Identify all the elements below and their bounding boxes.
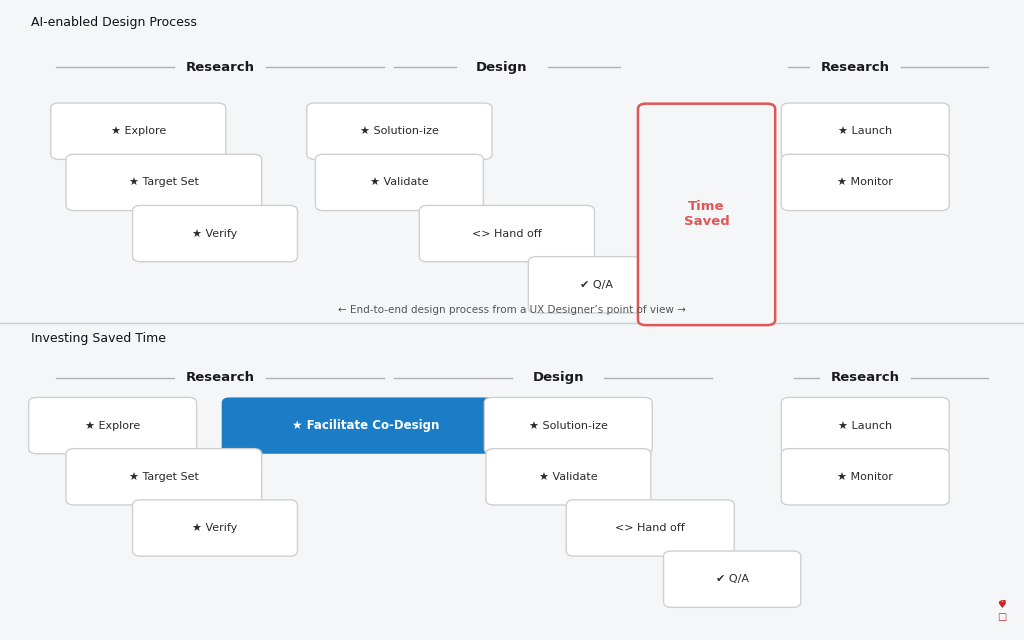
Text: ★ Launch: ★ Launch — [839, 126, 892, 136]
FancyBboxPatch shape — [307, 103, 492, 159]
FancyBboxPatch shape — [51, 103, 225, 159]
Text: ★ Target Set: ★ Target Set — [129, 472, 199, 482]
FancyBboxPatch shape — [29, 397, 197, 454]
FancyBboxPatch shape — [66, 154, 262, 211]
FancyBboxPatch shape — [638, 104, 775, 325]
Text: ← End-to-end design process from a UX Designer’s point of view →: ← End-to-end design process from a UX De… — [338, 305, 686, 316]
FancyBboxPatch shape — [66, 449, 262, 505]
Text: Research: Research — [185, 371, 255, 384]
Text: ★ Monitor: ★ Monitor — [838, 177, 893, 188]
FancyBboxPatch shape — [133, 205, 297, 262]
Text: AI-enabled Design Process: AI-enabled Design Process — [31, 16, 197, 29]
Text: ★ Solution-ize: ★ Solution-ize — [359, 126, 439, 136]
Text: <> Hand off: <> Hand off — [472, 228, 542, 239]
Text: ✔ Q/A: ✔ Q/A — [716, 574, 749, 584]
FancyBboxPatch shape — [420, 205, 594, 262]
Text: ★ Validate: ★ Validate — [370, 177, 429, 188]
Text: Time
Saved: Time Saved — [684, 200, 729, 228]
Text: Design: Design — [532, 371, 584, 384]
Text: Research: Research — [820, 61, 890, 74]
Text: ★ Monitor: ★ Monitor — [838, 472, 893, 482]
FancyBboxPatch shape — [315, 154, 483, 211]
FancyBboxPatch shape — [221, 397, 510, 454]
FancyBboxPatch shape — [781, 397, 949, 454]
Text: Investing Saved Time: Investing Saved Time — [31, 332, 166, 344]
FancyBboxPatch shape — [781, 103, 949, 159]
Text: ★ Target Set: ★ Target Set — [129, 177, 199, 188]
Text: Design: Design — [476, 61, 527, 74]
Text: Research: Research — [185, 61, 255, 74]
Text: ★ Facilitate Co-Design: ★ Facilitate Co-Design — [292, 419, 439, 432]
FancyBboxPatch shape — [781, 449, 949, 505]
Text: ★ Verify: ★ Verify — [193, 523, 238, 533]
FancyBboxPatch shape — [486, 449, 651, 505]
Text: ★ Validate: ★ Validate — [539, 472, 598, 482]
Text: ✔ Q/A: ✔ Q/A — [581, 280, 613, 290]
FancyBboxPatch shape — [133, 500, 297, 556]
Text: ♥̅
□: ♥̅ □ — [996, 600, 1007, 622]
FancyBboxPatch shape — [528, 257, 666, 313]
FancyBboxPatch shape — [781, 154, 949, 211]
FancyBboxPatch shape — [566, 500, 734, 556]
FancyBboxPatch shape — [664, 551, 801, 607]
Text: ★ Launch: ★ Launch — [839, 420, 892, 431]
Text: ★ Explore: ★ Explore — [85, 420, 140, 431]
Text: Research: Research — [830, 371, 900, 384]
FancyBboxPatch shape — [484, 397, 652, 454]
Text: ★ Verify: ★ Verify — [193, 228, 238, 239]
Text: <> Hand off: <> Hand off — [615, 523, 685, 533]
Text: ★ Explore: ★ Explore — [111, 126, 166, 136]
Text: ★ Solution-ize: ★ Solution-ize — [528, 420, 608, 431]
